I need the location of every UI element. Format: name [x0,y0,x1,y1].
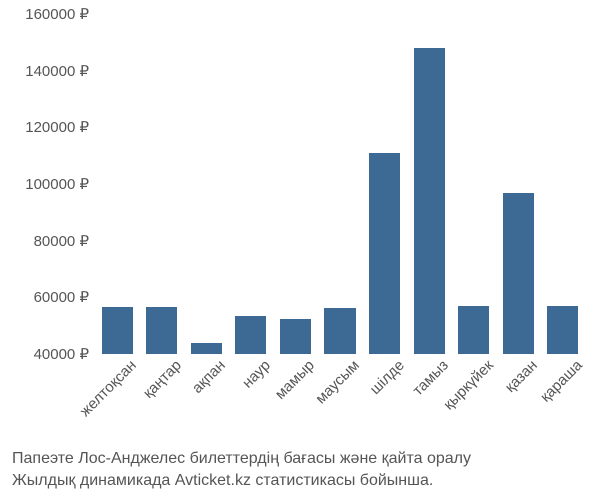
bar [324,308,355,354]
bar [547,306,578,354]
bar [458,306,489,354]
caption-line1: Папеэте Лос-Анджелес билеттердің бағасы … [12,450,471,467]
y-tick-label: 40000 ₽ [34,345,95,363]
y-tick-label: 120000 ₽ [25,118,95,136]
bar [191,343,222,354]
bar [503,193,534,355]
caption-line2: Жылдық динамикада Avticket.kz статистика… [12,472,433,489]
bar [280,319,311,354]
bar [102,307,133,354]
y-tick-label: 160000 ₽ [25,5,95,23]
y-tick-label: 80000 ₽ [34,232,95,250]
plot-area: 40000 ₽60000 ₽80000 ₽100000 ₽120000 ₽140… [95,14,585,354]
y-tick-label: 100000 ₽ [25,175,95,193]
y-tick-label: 60000 ₽ [34,288,95,306]
bar [235,316,266,354]
ticket-price-chart: 40000 ₽ 60000 ₽ 80000 ₽ 100000 ₽ 120000 ₽ 140… [0,0,600,500]
bar [146,307,177,354]
y-tick-label: 140000 ₽ [25,62,95,80]
bar [369,153,400,354]
bar [414,48,445,354]
chart-caption: Папеэте Лос-Анджелес билеттердің бағасы … [0,448,600,491]
